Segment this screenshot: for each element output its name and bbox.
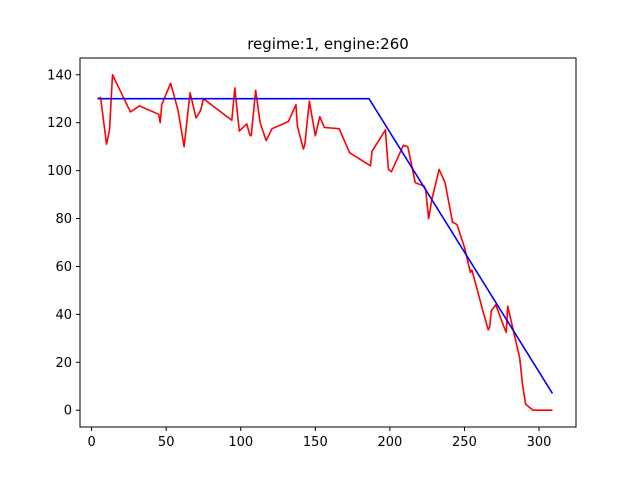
y-tick-label: 0: [64, 404, 72, 419]
y-tick-label: 40: [55, 308, 72, 323]
x-tick-label: 100: [228, 435, 253, 450]
y-axis: 0 20 40 60 80 100 120 140: [47, 68, 80, 419]
x-axis: 0 50 100 150 200 250 300: [87, 427, 551, 450]
series-line-2: [97, 97, 554, 394]
y-tick-label: 20: [55, 356, 72, 371]
x-tick-label: 300: [527, 435, 552, 450]
plot-frame: [79, 57, 577, 428]
x-tick-label: 250: [452, 435, 477, 450]
y-tick-label: 140: [47, 68, 72, 83]
y-tick-label: 60: [55, 260, 72, 275]
series-line-1: [97, 73, 553, 412]
x-tick-label: 50: [158, 435, 175, 450]
y-tick-label: 120: [47, 116, 72, 131]
x-tick-label: 0: [87, 435, 95, 450]
y-tick-label: 100: [47, 164, 72, 179]
x-tick-label: 150: [303, 435, 328, 450]
plot-area: [80, 58, 576, 427]
chart-title: regime:1, engine:260: [247, 35, 409, 53]
x-tick-label: 200: [377, 435, 402, 450]
series-layer: [97, 73, 554, 412]
y-tick-label: 80: [55, 212, 72, 227]
